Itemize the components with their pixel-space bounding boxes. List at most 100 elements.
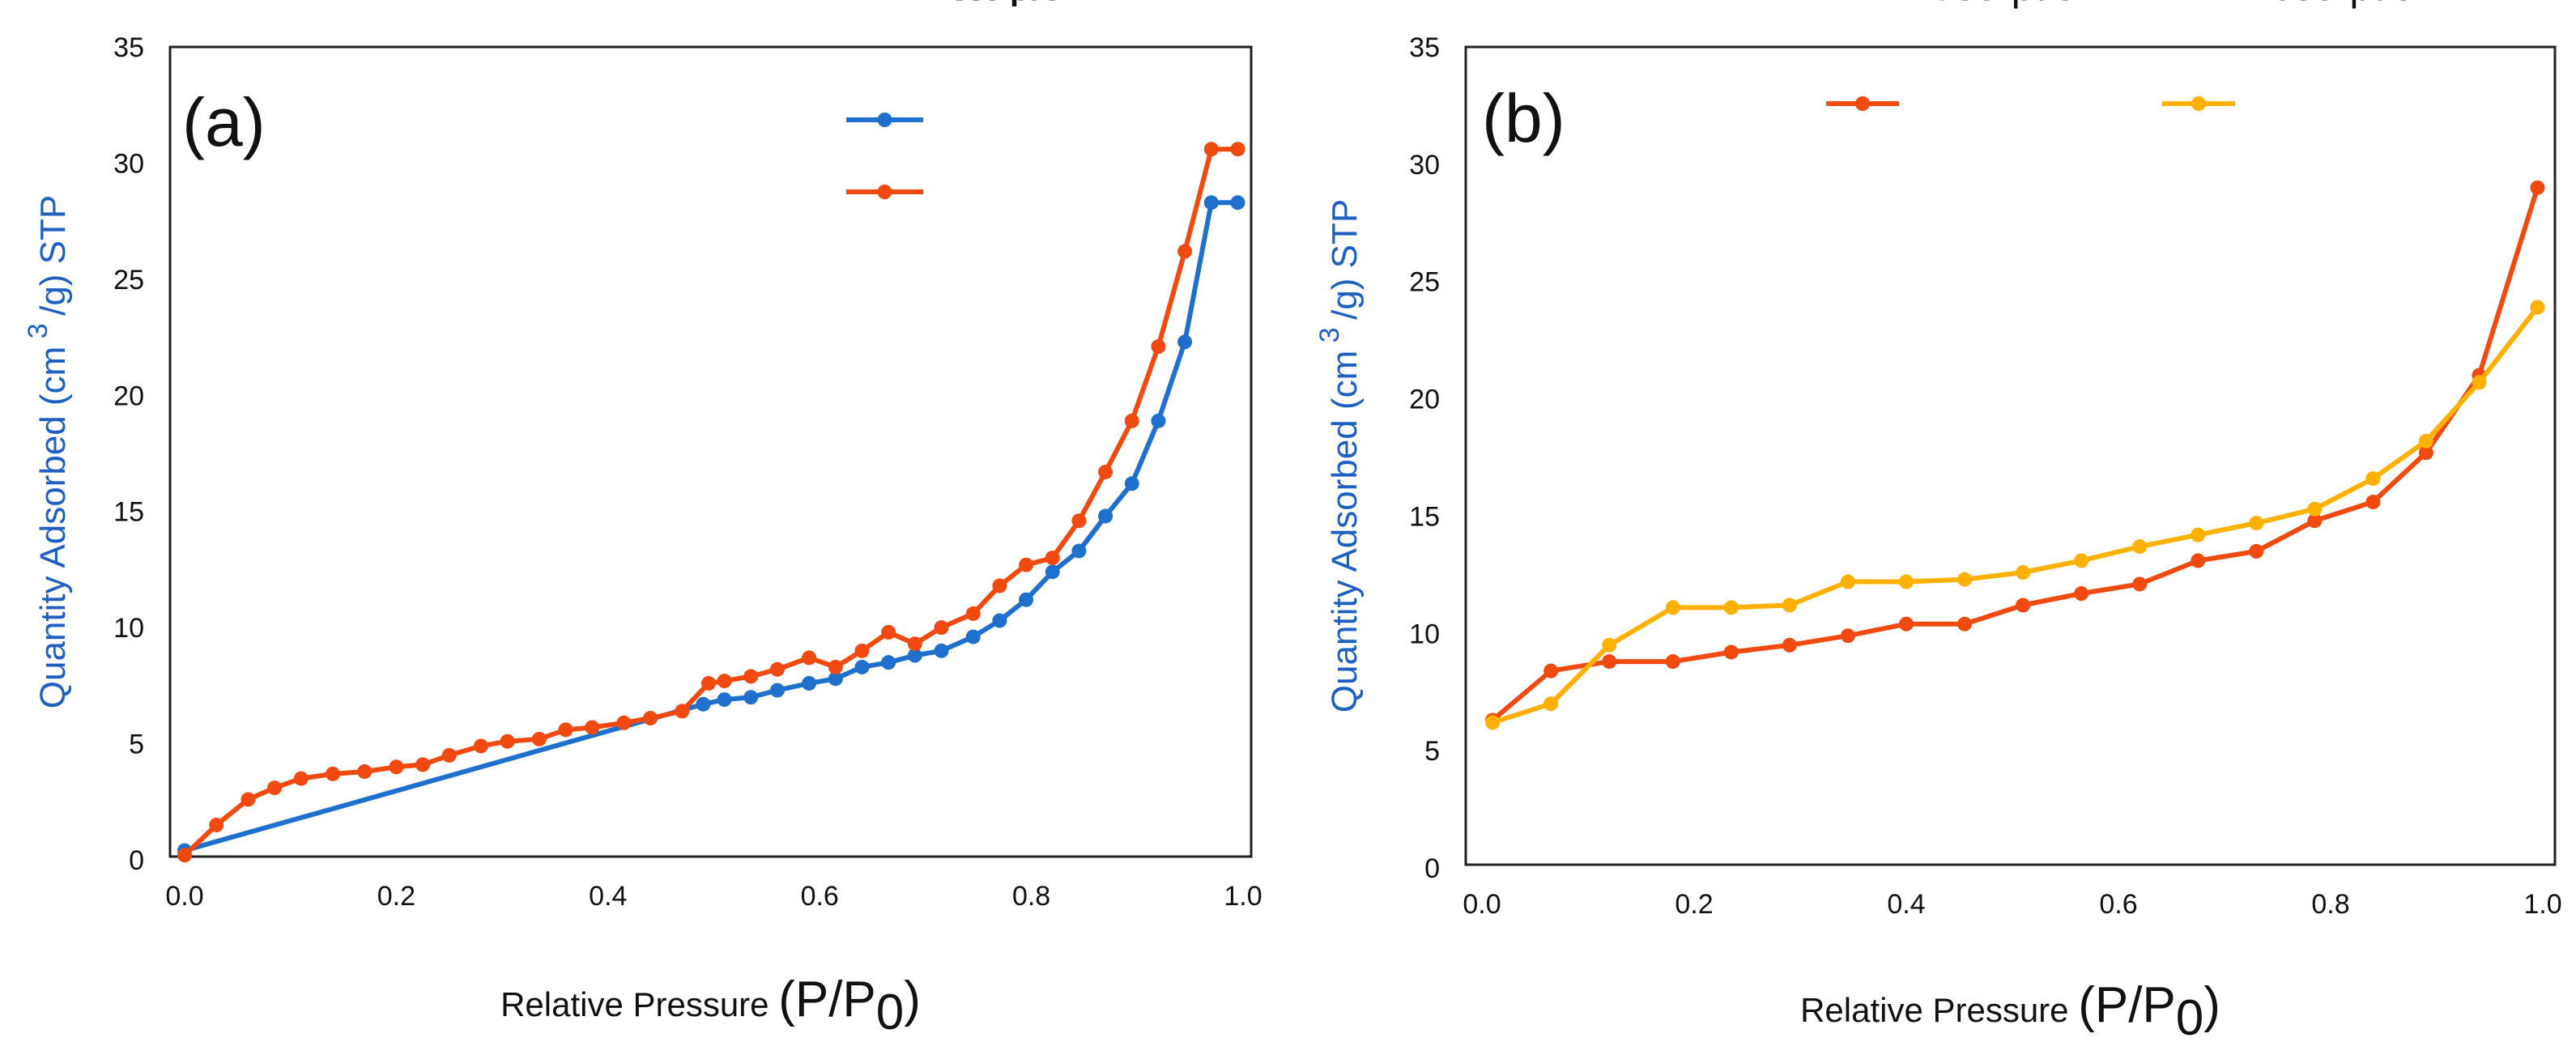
data-point bbox=[1899, 574, 1914, 589]
data-point bbox=[389, 759, 404, 775]
data-point bbox=[934, 643, 949, 658]
data-point bbox=[2307, 501, 2323, 517]
y-axis-label: Quantity Adsorbed (cm 3 /g) STP bbox=[23, 195, 73, 709]
data-point bbox=[558, 722, 573, 738]
data-point bbox=[675, 704, 690, 719]
data-point bbox=[854, 659, 870, 674]
data-point bbox=[531, 731, 547, 746]
series-line bbox=[182, 147, 1238, 857]
data-point bbox=[934, 620, 949, 636]
legend-marker bbox=[2191, 96, 2206, 111]
data-point bbox=[2530, 300, 2545, 315]
legend-label: Adsorption bbox=[1905, 0, 2099, 9]
data-point bbox=[177, 848, 192, 863]
data-point bbox=[828, 671, 843, 687]
x-axis-label-sub: 0 bbox=[2176, 990, 2203, 1046]
x-tick-label: 0.8 bbox=[2311, 889, 2349, 920]
y-axis-label-suffix: /g) STP bbox=[33, 195, 73, 316]
data-point bbox=[643, 711, 658, 726]
data-point bbox=[325, 766, 340, 781]
data-point bbox=[2191, 553, 2206, 568]
data-point bbox=[992, 578, 1007, 593]
legend-entry: Adsorption bbox=[846, 0, 1077, 199]
data-point bbox=[500, 734, 515, 749]
data-point bbox=[2249, 543, 2264, 559]
data-point bbox=[2307, 513, 2323, 529]
panel-label: (b) bbox=[1482, 80, 1565, 156]
y-tick-label: 0 bbox=[1424, 853, 1440, 884]
data-point bbox=[1665, 600, 1680, 615]
x-tick-label: 1.0 bbox=[2523, 889, 2561, 920]
data-point bbox=[769, 683, 785, 698]
plot-frame bbox=[168, 45, 1253, 858]
data-point bbox=[1177, 334, 1193, 350]
x-axis-label-frac: (P/P bbox=[778, 972, 876, 1027]
legend-entry: Adsorption bbox=[1826, 0, 2099, 111]
y-axis-label-prefix: Quantity Adsorbed (cm bbox=[33, 347, 73, 709]
data-point bbox=[1782, 598, 1797, 613]
data-point bbox=[1543, 696, 1559, 712]
data-point bbox=[2074, 553, 2089, 568]
data-point bbox=[907, 636, 922, 652]
data-point bbox=[700, 675, 716, 691]
data-point bbox=[1602, 637, 1617, 653]
data-point bbox=[828, 659, 843, 674]
data-point bbox=[1230, 142, 1245, 157]
series-adsorption bbox=[177, 142, 1245, 863]
data-point bbox=[1782, 637, 1797, 653]
legend-entry: Desorption bbox=[846, 0, 1079, 127]
data-point bbox=[1045, 551, 1060, 566]
x-tick-label: 1.0 bbox=[1224, 881, 1262, 912]
data-point bbox=[1665, 654, 1680, 670]
data-point bbox=[1019, 592, 1034, 607]
data-point bbox=[1045, 564, 1060, 580]
x-axis-label-close: ) bbox=[2203, 977, 2220, 1033]
y-axis-label-sup: 3 bbox=[1314, 320, 1345, 351]
y-tick-label: 25 bbox=[1409, 267, 1440, 298]
y-tick-label: 15 bbox=[113, 497, 144, 528]
data-point bbox=[209, 817, 224, 832]
y-tick-label: 35 bbox=[1409, 32, 1440, 63]
data-point bbox=[1203, 142, 1219, 157]
x-tick-label: 0.6 bbox=[801, 881, 839, 912]
data-point bbox=[357, 763, 373, 779]
y-axis-label: Quantity Adsorbed (cm 3 /g) STP bbox=[1314, 199, 1365, 713]
data-point bbox=[2191, 527, 2206, 542]
x-tick-label: 0.4 bbox=[1887, 889, 1925, 920]
x-axis-label-main: Relative Pressure bbox=[500, 985, 778, 1023]
y-axis-label-suffix: /g) STP bbox=[1325, 199, 1365, 320]
data-point bbox=[743, 690, 759, 705]
data-point bbox=[1899, 616, 1914, 632]
data-point bbox=[2530, 180, 2545, 195]
series-desorption bbox=[1485, 300, 2545, 730]
y-tick-label: 30 bbox=[113, 148, 144, 179]
data-point bbox=[717, 674, 732, 689]
data-point bbox=[2132, 576, 2148, 592]
data-point bbox=[267, 780, 283, 796]
data-point bbox=[1071, 513, 1087, 529]
x-tick-label: 0.0 bbox=[1463, 889, 1501, 920]
data-point bbox=[1203, 195, 1219, 211]
data-point bbox=[1177, 244, 1193, 259]
data-point bbox=[2418, 445, 2433, 461]
y-tick-label: 5 bbox=[1424, 736, 1440, 767]
data-point bbox=[1723, 644, 1739, 660]
data-point bbox=[293, 771, 309, 786]
data-point bbox=[441, 747, 457, 763]
data-point bbox=[1124, 413, 1139, 428]
data-point bbox=[1230, 195, 1245, 211]
legend-label: Desorption bbox=[2242, 0, 2438, 9]
y-tick-label: 0 bbox=[129, 845, 144, 876]
data-point bbox=[1151, 413, 1166, 428]
data-point bbox=[802, 650, 817, 666]
series-line bbox=[184, 200, 1238, 853]
data-point bbox=[881, 655, 896, 670]
data-point bbox=[1840, 574, 1855, 589]
data-point bbox=[854, 643, 870, 658]
data-point bbox=[965, 629, 981, 644]
x-tick-label: 0.8 bbox=[1012, 881, 1050, 912]
data-point bbox=[473, 738, 488, 754]
data-point bbox=[769, 661, 785, 677]
